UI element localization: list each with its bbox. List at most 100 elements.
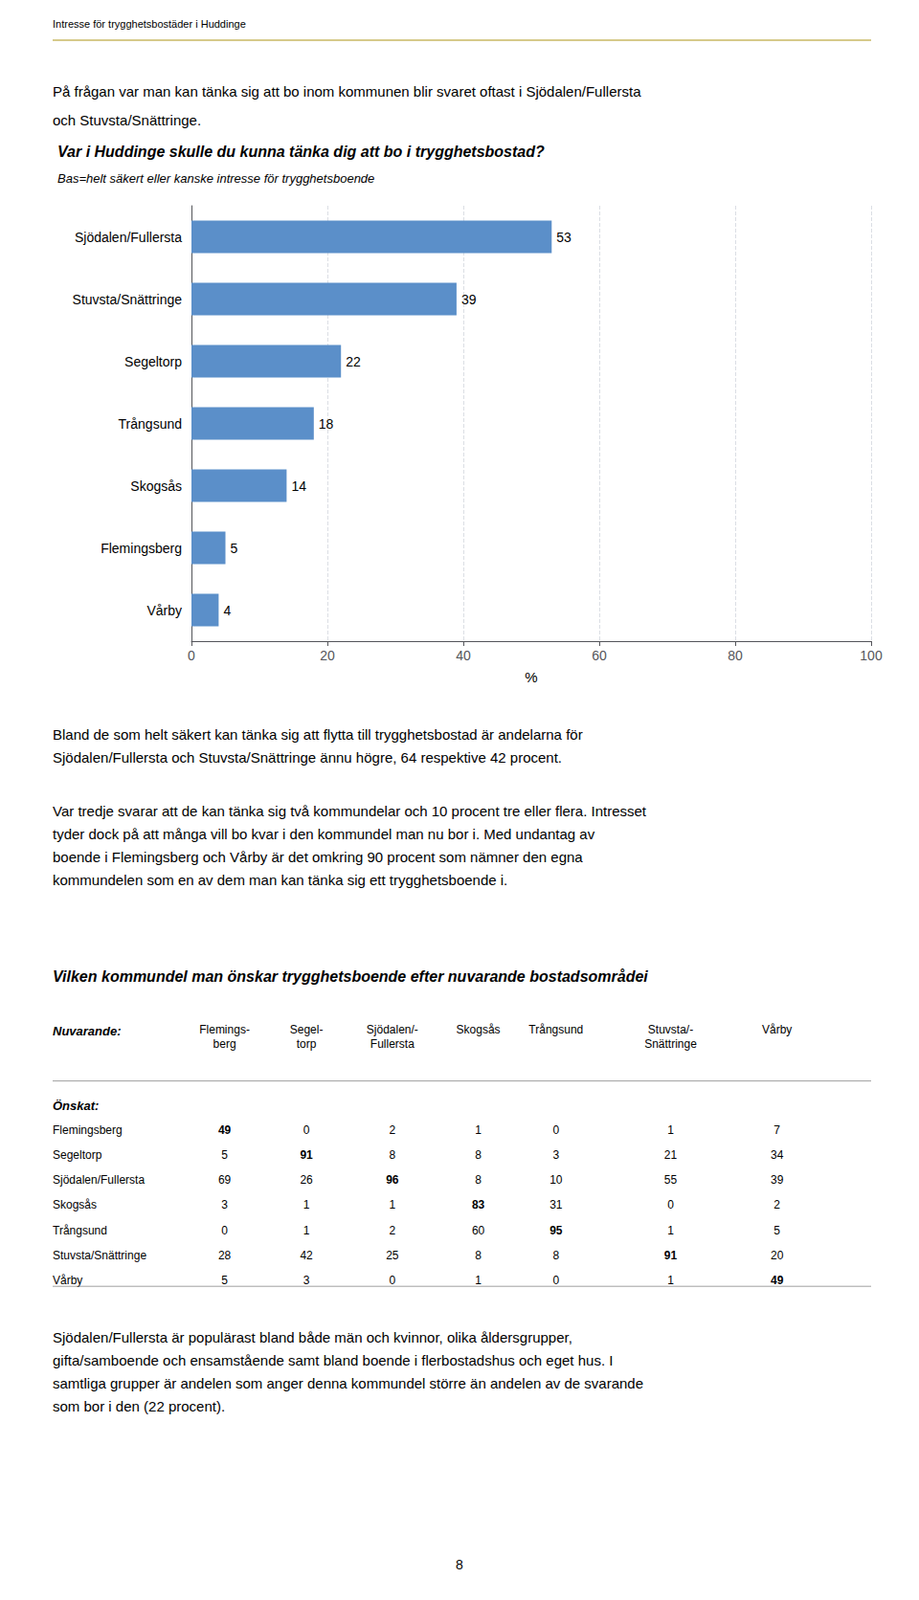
svg-text:91: 91 bbox=[664, 1249, 678, 1263]
svg-text:0: 0 bbox=[303, 1123, 311, 1138]
svg-text:som bor i den (22 procent).: som bor i den (22 procent). bbox=[52, 1398, 225, 1415]
svg-text:49: 49 bbox=[218, 1123, 232, 1138]
svg-text:25: 25 bbox=[385, 1249, 400, 1263]
svg-text:95: 95 bbox=[549, 1224, 563, 1238]
svg-text:14: 14 bbox=[291, 478, 307, 494]
svg-text:21: 21 bbox=[664, 1148, 678, 1163]
svg-text:40: 40 bbox=[455, 648, 471, 664]
svg-text:5: 5 bbox=[221, 1274, 228, 1288]
svg-text:samtliga grupper är andelen so: samtliga grupper är andelen som anger de… bbox=[52, 1375, 644, 1392]
svg-text:39: 39 bbox=[461, 291, 477, 308]
svg-text:1: 1 bbox=[474, 1123, 482, 1138]
svg-text:Var i Huddinge skulle du kunna: Var i Huddinge skulle du kunna tänka dig… bbox=[57, 143, 545, 160]
svg-text:Stuvsta/Snättringe: Stuvsta/Snättringe bbox=[72, 291, 183, 308]
svg-text:Trångsund: Trångsund bbox=[52, 1224, 108, 1238]
svg-text:42: 42 bbox=[299, 1249, 314, 1263]
svg-text:4: 4 bbox=[223, 603, 231, 619]
svg-text:80: 80 bbox=[727, 648, 743, 664]
svg-text:2: 2 bbox=[388, 1224, 396, 1238]
svg-text:96: 96 bbox=[385, 1173, 400, 1188]
svg-text:Vårby: Vårby bbox=[762, 1023, 792, 1037]
svg-text:Skogsås: Skogsås bbox=[456, 1023, 501, 1037]
svg-text:20: 20 bbox=[319, 648, 336, 664]
svg-text:26: 26 bbox=[299, 1173, 314, 1188]
svg-text:berg: berg bbox=[213, 1037, 237, 1052]
svg-text:60: 60 bbox=[471, 1224, 486, 1238]
svg-text:Intresse för trygghetsbostäder: Intresse för trygghetsbostäder i Hudding… bbox=[52, 18, 247, 30]
svg-text:39: 39 bbox=[770, 1173, 785, 1188]
svg-text:Skogsås: Skogsås bbox=[130, 478, 182, 494]
svg-text:2: 2 bbox=[773, 1198, 781, 1212]
svg-text:49: 49 bbox=[770, 1274, 785, 1288]
svg-text:Segeltorp: Segeltorp bbox=[52, 1148, 103, 1163]
svg-text:Sjödalen/Fullersta: Sjödalen/Fullersta bbox=[52, 1173, 145, 1188]
svg-text:Segeltorp: Segeltorp bbox=[124, 354, 182, 370]
svg-text:8: 8 bbox=[474, 1148, 482, 1163]
svg-text:Trångsund: Trångsund bbox=[528, 1023, 583, 1037]
svg-text:Stuvsta/-: Stuvsta/- bbox=[648, 1023, 694, 1037]
svg-text:1: 1 bbox=[667, 1274, 674, 1288]
svg-text:10: 10 bbox=[549, 1173, 563, 1188]
svg-text:18: 18 bbox=[318, 416, 335, 432]
svg-text:1: 1 bbox=[303, 1224, 311, 1238]
svg-text:60: 60 bbox=[591, 648, 607, 664]
svg-text:22: 22 bbox=[345, 354, 361, 370]
svg-text:%: % bbox=[524, 669, 538, 686]
svg-text:1: 1 bbox=[388, 1198, 396, 1212]
svg-text:kommundelen som en av dem man: kommundelen som en av dem man kan tänka … bbox=[52, 872, 508, 889]
svg-text:53: 53 bbox=[556, 229, 572, 246]
svg-text:Vårby: Vårby bbox=[146, 603, 182, 619]
svg-text:31: 31 bbox=[549, 1198, 563, 1212]
svg-text:8: 8 bbox=[474, 1173, 482, 1188]
svg-text:Sjödalen/Fullersta och Stuvsta: Sjödalen/Fullersta och Stuvsta/Snättring… bbox=[52, 749, 562, 766]
svg-text:Flemingsberg: Flemingsberg bbox=[52, 1123, 123, 1138]
svg-text:69: 69 bbox=[218, 1173, 232, 1188]
svg-text:8: 8 bbox=[388, 1148, 396, 1163]
svg-text:5: 5 bbox=[230, 540, 239, 557]
svg-text:100: 100 bbox=[859, 648, 883, 664]
svg-text:0: 0 bbox=[221, 1224, 228, 1238]
svg-text:0: 0 bbox=[388, 1274, 396, 1288]
svg-text:Stuvsta/Snättringe: Stuvsta/Snättringe bbox=[52, 1249, 147, 1263]
svg-text:Sjödalen/Fullersta är populära: Sjödalen/Fullersta är populärast bland b… bbox=[52, 1329, 573, 1346]
svg-text:boende i Flemingsberg och Vårb: boende i Flemingsberg och Vårby är det o… bbox=[52, 849, 583, 866]
svg-text:0: 0 bbox=[552, 1123, 560, 1138]
svg-text:2: 2 bbox=[388, 1123, 396, 1138]
svg-text:Nuvarande:: Nuvarande: bbox=[52, 1024, 122, 1039]
svg-text:Segel-: Segel- bbox=[290, 1023, 324, 1037]
svg-text:1: 1 bbox=[303, 1198, 311, 1212]
svg-text:5: 5 bbox=[773, 1224, 781, 1238]
svg-text:Vårby: Vårby bbox=[52, 1274, 83, 1288]
svg-text:Flemings-: Flemings- bbox=[199, 1023, 250, 1037]
svg-text:0: 0 bbox=[552, 1274, 560, 1288]
svg-text:28: 28 bbox=[218, 1249, 232, 1263]
svg-text:8: 8 bbox=[455, 1557, 464, 1573]
svg-text:Snättringe: Snättringe bbox=[644, 1037, 697, 1052]
svg-text:3: 3 bbox=[303, 1274, 311, 1288]
svg-text:Sjödalen/-: Sjödalen/- bbox=[366, 1023, 419, 1037]
svg-text:Trångsund: Trångsund bbox=[118, 416, 182, 432]
svg-text:20: 20 bbox=[770, 1249, 785, 1263]
svg-text:0: 0 bbox=[667, 1198, 674, 1212]
svg-text:7: 7 bbox=[773, 1123, 781, 1138]
svg-text:Flemingsberg: Flemingsberg bbox=[100, 540, 182, 557]
svg-text:83: 83 bbox=[471, 1198, 486, 1212]
svg-text:tyder dock på att många vill b: tyder dock på att många vill bo kvar i d… bbox=[52, 826, 596, 843]
svg-text:55: 55 bbox=[664, 1173, 678, 1188]
svg-text:Vilken kommundel man önskar tr: Vilken kommundel man önskar trygghetsboe… bbox=[52, 968, 649, 986]
svg-text:91: 91 bbox=[299, 1148, 314, 1163]
svg-text:Sjödalen/Fullersta: Sjödalen/Fullersta bbox=[74, 229, 182, 246]
svg-text:3: 3 bbox=[552, 1148, 560, 1163]
svg-text:5: 5 bbox=[221, 1148, 228, 1163]
svg-text:På frågan var man kan tänka si: På frågan var man kan tänka sig att bo i… bbox=[52, 83, 642, 100]
svg-text:8: 8 bbox=[552, 1249, 560, 1263]
svg-text:Önskat:: Önskat: bbox=[52, 1098, 99, 1114]
svg-text:Skogsås: Skogsås bbox=[52, 1198, 97, 1212]
svg-text:torp: torp bbox=[296, 1037, 317, 1052]
svg-text:Bland de som helt säkert kan t: Bland de som helt säkert kan tänka sig a… bbox=[52, 726, 583, 743]
svg-text:8: 8 bbox=[474, 1249, 482, 1263]
svg-text:1: 1 bbox=[667, 1224, 674, 1238]
svg-text:Fullersta: Fullersta bbox=[370, 1037, 415, 1052]
svg-text:1: 1 bbox=[474, 1274, 482, 1288]
svg-text:34: 34 bbox=[770, 1148, 785, 1163]
